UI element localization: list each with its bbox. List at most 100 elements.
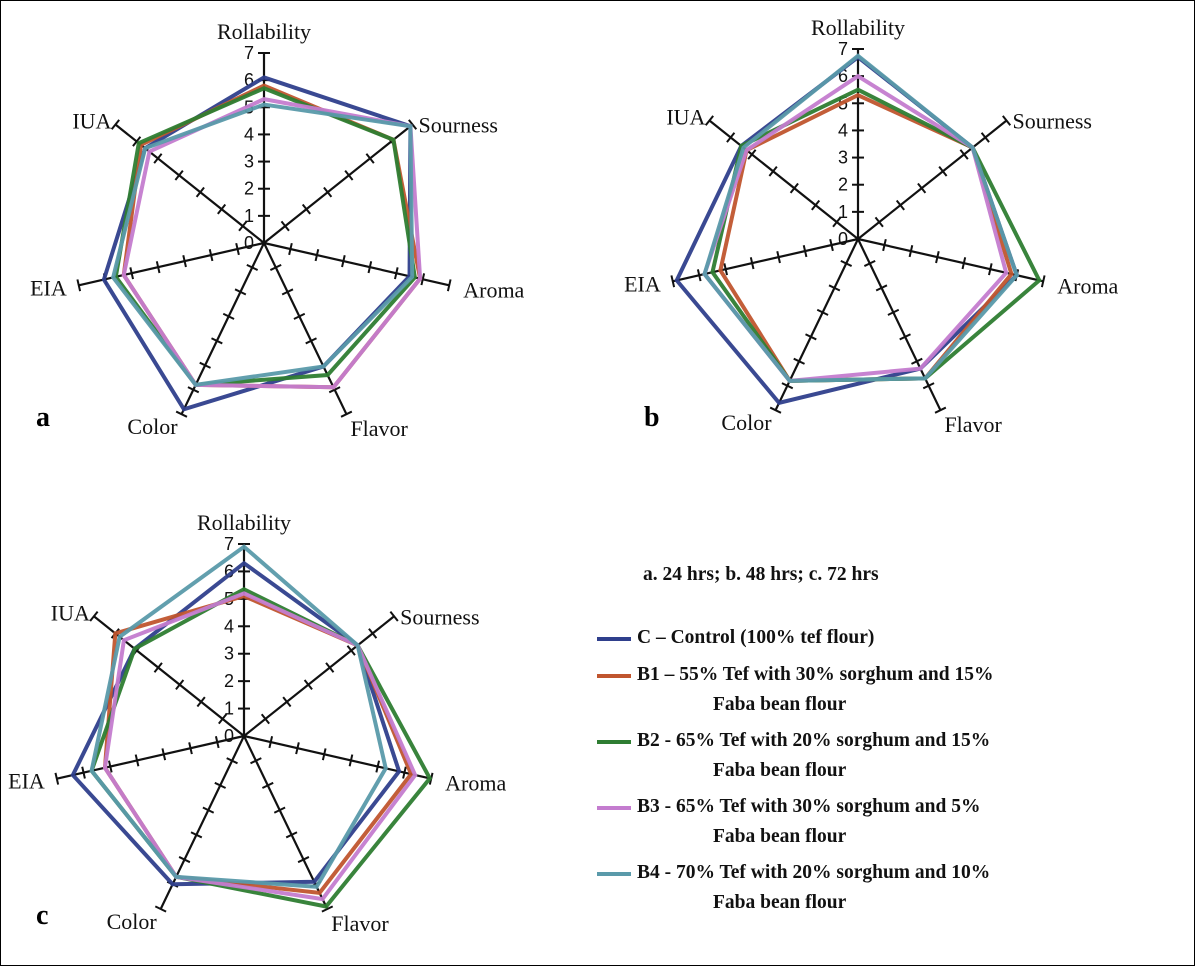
tick-label: 0 (838, 229, 848, 249)
tick-label: 6 (838, 66, 848, 86)
axis-tick (911, 357, 923, 365)
axis-eia (78, 241, 265, 287)
tick-label: 6 (244, 70, 254, 90)
axis-tick (155, 261, 161, 274)
axis-tick (190, 831, 203, 839)
legend-label-b3-line2: Faba bean flour (713, 826, 847, 847)
axis-tick (389, 610, 399, 622)
tick-label: 4 (224, 616, 234, 636)
legend-entry-b1: B1 – 55% Tef with 30% sorghum and 15% Fa… (597, 664, 993, 716)
legend-swatch-b3 (597, 805, 631, 810)
axis-tick (285, 831, 298, 839)
axis-label-eia: EIA (8, 769, 45, 794)
axis-tick (346, 645, 356, 656)
axis-tick (161, 748, 167, 761)
axis-tick (394, 267, 399, 280)
axis-tick (295, 742, 300, 755)
axis-tick (188, 742, 193, 755)
series-b4 (110, 102, 415, 387)
axis-eia (56, 734, 245, 780)
axis-tick (260, 713, 270, 725)
axis-tick (874, 216, 884, 228)
axis-tick (153, 662, 163, 673)
axis-tick (269, 263, 282, 271)
axis-tick (832, 216, 842, 228)
axis-tick (199, 361, 211, 369)
axis-tick (321, 905, 334, 913)
axis-label-eia: EIA (30, 275, 67, 300)
axis-tick (768, 165, 778, 177)
legend-entry-b3: B3 - 65% Tef with 30% sorghum and 5% Fab… (597, 796, 980, 848)
axis-tick (959, 149, 969, 160)
series-b2 (113, 86, 417, 387)
axis-label-aroma: Aroma (463, 277, 524, 302)
axis-tick (234, 288, 247, 296)
axis-tick (76, 279, 82, 292)
axis-label-flavor: Flavor (350, 416, 408, 441)
tick-label: 3 (244, 152, 254, 172)
radar-chart-c: Rollability Sourness Aroma Flavor Color EIA IU… (8, 510, 506, 936)
axis-tick (107, 760, 113, 773)
tick-label: 6 (224, 561, 234, 581)
axis-tick (802, 245, 808, 258)
axis-tick (268, 736, 274, 749)
axis-tick (89, 610, 99, 622)
tick-label: 1 (244, 206, 254, 226)
axis-tick (175, 679, 185, 691)
tick-label: 7 (224, 534, 234, 554)
axis-tick (281, 288, 294, 296)
axis-tick (208, 249, 214, 262)
axis-tick (187, 386, 200, 394)
axis-tick (282, 696, 292, 708)
axis-tick (696, 269, 702, 282)
axis-label-color: Color (721, 410, 772, 435)
radar-chart-b: Rollability Sourness Aroma Flavor Color EIA IU… (624, 15, 1118, 437)
legend-swatch-c (597, 636, 631, 641)
legend-swatch-b1 (597, 673, 631, 678)
axis-tick (196, 696, 206, 708)
axis-tick (816, 308, 829, 316)
legend-label-b2: B2 - 65% Tef with 20% sorghum and 15% (637, 730, 991, 751)
axis-tick (1040, 275, 1046, 288)
axis-label-color: Color (127, 414, 178, 439)
axis-tick (110, 119, 120, 130)
axis-tick (840, 259, 853, 267)
legend-entry-b4: B4 - 70% Tef with 20% sorghum and 10% Fa… (597, 862, 990, 914)
series-b4 (89, 544, 388, 889)
legend-swatch-b2 (597, 739, 631, 744)
axis-label-eia: EIA (624, 271, 661, 296)
axis-sourness (857, 119, 1008, 240)
axis-tick (174, 169, 184, 181)
axis-label-rollability: Rollability (811, 15, 905, 40)
axis-tick (134, 754, 140, 767)
axis-tick (238, 220, 248, 232)
axis-tick (325, 662, 335, 673)
axis-tick (222, 312, 235, 320)
axis-tick (328, 386, 341, 394)
axis-tick (670, 275, 676, 288)
axis-tick (214, 736, 220, 749)
axis-label-flavor: Flavor (944, 412, 1002, 437)
radar-chart-a: Rollability Sourness Aroma Flavor Color EIA IU… (30, 19, 524, 441)
axis-label-sourness: Sourness (1013, 109, 1092, 134)
axis-tick (934, 406, 947, 414)
axis-tick (273, 806, 286, 814)
axis-tick (726, 132, 736, 143)
axis-tick (246, 263, 259, 271)
axis-tick (321, 748, 327, 761)
axis-tick (980, 132, 990, 143)
series-b3 (102, 591, 418, 902)
axis-sourness (243, 615, 395, 737)
axis-tick (293, 312, 306, 320)
axis-label-iua: IUA (51, 600, 90, 625)
axis-tick (235, 242, 240, 256)
axis-tick (368, 628, 378, 639)
legend-label-b4-line2: Faba bean flour (713, 892, 847, 913)
axis-tick (365, 153, 375, 164)
axis-tick (899, 333, 911, 341)
axis-tick (175, 410, 188, 418)
legend-label-c: C – Control (100% tef flour) (637, 627, 875, 648)
axis-tick (917, 182, 927, 194)
axis-tick (1002, 115, 1012, 126)
axis-tick (81, 766, 86, 779)
